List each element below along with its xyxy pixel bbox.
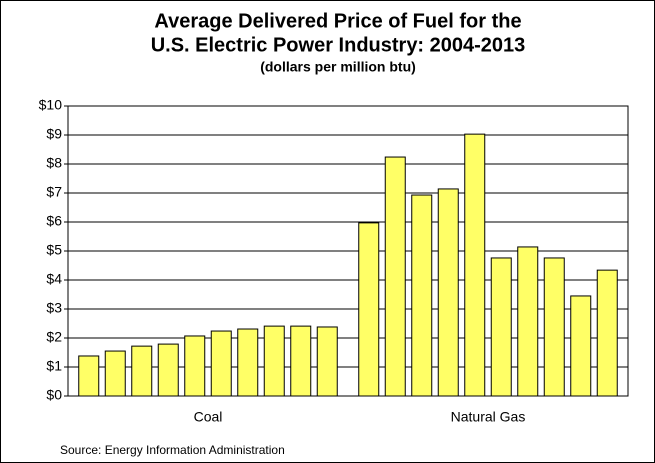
bar	[464, 133, 486, 397]
bar	[384, 156, 406, 397]
bar	[290, 325, 312, 397]
bar	[104, 350, 126, 397]
bar	[131, 345, 153, 397]
bar	[237, 328, 259, 397]
bar	[543, 257, 565, 397]
y-tick-label: $0	[46, 387, 62, 403]
y-tick-label: $9	[46, 126, 62, 142]
bar	[157, 343, 179, 397]
y-tick-label: $10	[39, 97, 63, 113]
y-tick-label: $2	[46, 329, 62, 345]
y-tick-label: $3	[46, 300, 62, 316]
bar	[437, 188, 459, 397]
bar	[78, 355, 100, 397]
y-tick-label: $7	[46, 184, 62, 200]
y-tick-label: $4	[46, 271, 62, 287]
y-tick-label: $8	[46, 155, 62, 171]
plot-border	[67, 105, 629, 397]
y-tick-label: $1	[46, 358, 62, 374]
chart-title: U.S. Electric Power Industry: 2004-2013	[151, 34, 526, 56]
bar	[517, 246, 539, 397]
source-note: Source: Energy Information Administratio…	[60, 443, 285, 457]
y-tick-label: $6	[46, 213, 62, 229]
bar	[596, 269, 618, 397]
chart-title: Average Delivered Price of Fuel for the	[154, 10, 521, 32]
y-tick-label: $5	[46, 242, 62, 258]
bar	[263, 325, 285, 397]
chart-subtitle: (dollars per million btu)	[260, 59, 416, 75]
bar	[316, 326, 338, 397]
bar	[358, 222, 380, 397]
bar	[570, 295, 592, 397]
bar	[490, 257, 512, 397]
bar	[411, 194, 433, 397]
bar	[210, 330, 232, 397]
x-tick-label: Coal	[194, 409, 223, 425]
bar	[184, 335, 206, 397]
x-tick-label: Natural Gas	[451, 409, 526, 425]
